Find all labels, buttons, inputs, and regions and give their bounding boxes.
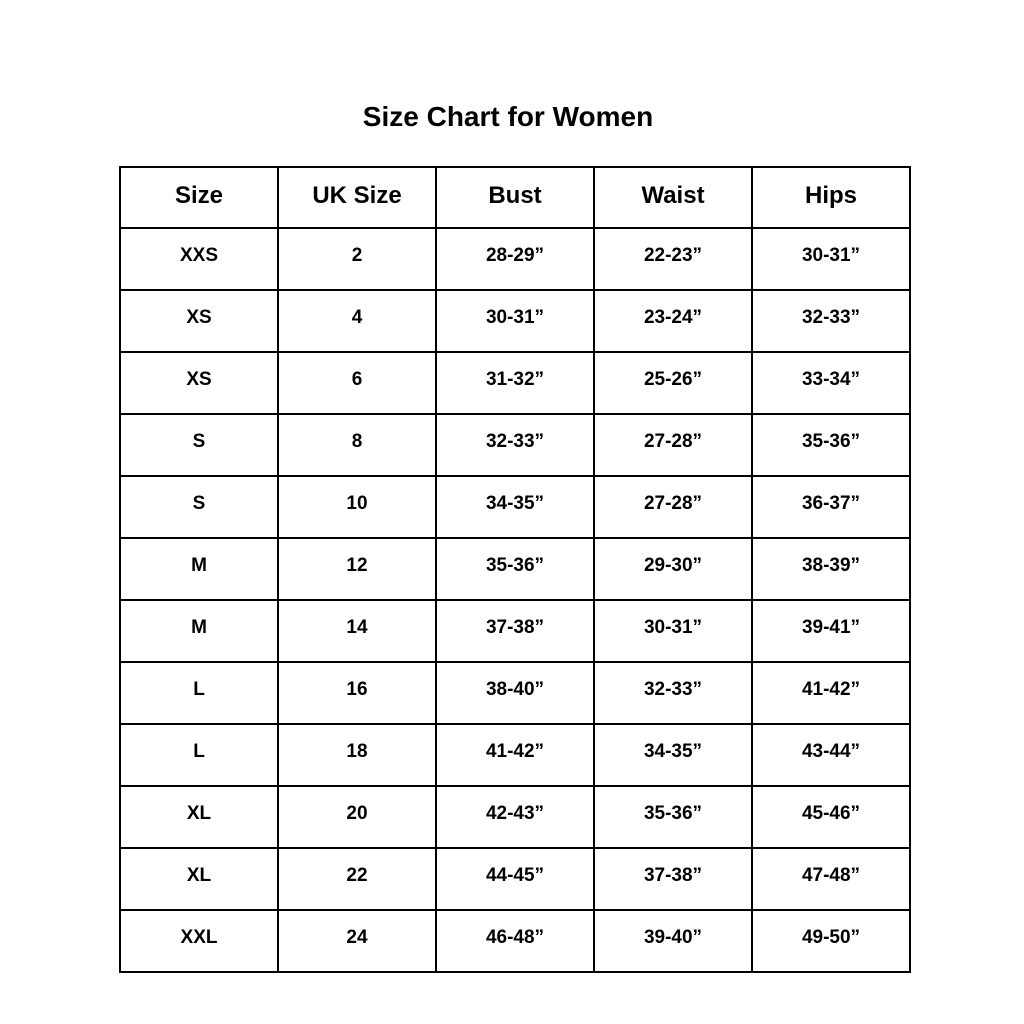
cell-hips: 32-33” xyxy=(751,289,911,353)
cell-uk-size: 24 xyxy=(277,909,437,973)
table-row: XL 20 42-43” 35-36” 45-46” xyxy=(119,785,911,849)
cell-size: M xyxy=(119,599,279,663)
cell-hips: 45-46” xyxy=(751,785,911,849)
cell-size: S xyxy=(119,475,279,539)
cell-hips: 39-41” xyxy=(751,599,911,663)
cell-uk-size: 12 xyxy=(277,537,437,601)
cell-bust: 28-29” xyxy=(435,227,595,291)
cell-waist: 39-40” xyxy=(593,909,753,973)
table-row: L 18 41-42” 34-35” 43-44” xyxy=(119,723,911,787)
cell-hips: 33-34” xyxy=(751,351,911,415)
cell-waist: 27-28” xyxy=(593,475,753,539)
cell-size: XS xyxy=(119,351,279,415)
column-header-bust: Bust xyxy=(435,166,595,229)
cell-waist: 29-30” xyxy=(593,537,753,601)
cell-size: L xyxy=(119,661,279,725)
cell-bust: 41-42” xyxy=(435,723,595,787)
cell-uk-size: 6 xyxy=(277,351,437,415)
cell-bust: 32-33” xyxy=(435,413,595,477)
cell-hips: 35-36” xyxy=(751,413,911,477)
cell-hips: 49-50” xyxy=(751,909,911,973)
cell-bust: 30-31” xyxy=(435,289,595,353)
cell-hips: 38-39” xyxy=(751,537,911,601)
cell-uk-size: 2 xyxy=(277,227,437,291)
cell-bust: 38-40” xyxy=(435,661,595,725)
table-row: XXL 24 46-48” 39-40” 49-50” xyxy=(119,909,911,973)
cell-waist: 27-28” xyxy=(593,413,753,477)
table-row: L 16 38-40” 32-33” 41-42” xyxy=(119,661,911,725)
size-chart-table: Size UK Size Bust Waist Hips XXS 2 28-29” 22-23… xyxy=(119,166,911,973)
cell-uk-size: 16 xyxy=(277,661,437,725)
cell-hips: 30-31” xyxy=(751,227,911,291)
page-title: Size Chart for Women xyxy=(362,101,654,132)
cell-hips: 41-42” xyxy=(751,661,911,725)
cell-waist: 23-24” xyxy=(593,289,753,353)
cell-uk-size: 22 xyxy=(277,847,437,911)
column-header-uk-size: UK Size xyxy=(277,166,437,229)
cell-uk-size: 18 xyxy=(277,723,437,787)
cell-bust: 42-43” xyxy=(435,785,595,849)
cell-size: L xyxy=(119,723,279,787)
cell-bust: 34-35” xyxy=(435,475,595,539)
column-header-waist: Waist xyxy=(593,166,753,229)
table-row: XS 6 31-32” 25-26” 33-34” xyxy=(119,351,911,415)
cell-size: XL xyxy=(119,847,279,911)
cell-bust: 35-36” xyxy=(435,537,595,601)
column-header-size: Size xyxy=(119,166,279,229)
cell-bust: 37-38” xyxy=(435,599,595,663)
table-row: S 10 34-35” 27-28” 36-37” xyxy=(119,475,911,539)
cell-bust: 31-32” xyxy=(435,351,595,415)
column-header-hips: Hips xyxy=(751,166,911,229)
cell-hips: 36-37” xyxy=(751,475,911,539)
table-body: XXS 2 28-29” 22-23” 30-31” XS 4 30-31” 23-24” 32-… xyxy=(119,227,911,973)
cell-waist: 22-23” xyxy=(593,227,753,291)
cell-uk-size: 14 xyxy=(277,599,437,663)
table-row: S 8 32-33” 27-28” 35-36” xyxy=(119,413,911,477)
cell-waist: 32-33” xyxy=(593,661,753,725)
cell-size: XS xyxy=(119,289,279,353)
cell-bust: 46-48” xyxy=(435,909,595,973)
cell-waist: 35-36” xyxy=(593,785,753,849)
table-row: XL 22 44-45” 37-38” 47-48” xyxy=(119,847,911,911)
table-row: M 12 35-36” 29-30” 38-39” xyxy=(119,537,911,601)
cell-waist: 34-35” xyxy=(593,723,753,787)
cell-uk-size: 4 xyxy=(277,289,437,353)
cell-waist: 37-38” xyxy=(593,847,753,911)
cell-uk-size: 10 xyxy=(277,475,437,539)
table-row: XS 4 30-31” 23-24” 32-33” xyxy=(119,289,911,353)
cell-size: S xyxy=(119,413,279,477)
cell-size: XXL xyxy=(119,909,279,973)
cell-hips: 47-48” xyxy=(751,847,911,911)
cell-waist: 25-26” xyxy=(593,351,753,415)
table-row: M 14 37-38” 30-31” 39-41” xyxy=(119,599,911,663)
cell-uk-size: 8 xyxy=(277,413,437,477)
cell-waist: 30-31” xyxy=(593,599,753,663)
cell-size: XL xyxy=(119,785,279,849)
cell-bust: 44-45” xyxy=(435,847,595,911)
table-header-row: Size UK Size Bust Waist Hips xyxy=(119,166,911,229)
cell-uk-size: 20 xyxy=(277,785,437,849)
cell-hips: 43-44” xyxy=(751,723,911,787)
table-row: XXS 2 28-29” 22-23” 30-31” xyxy=(119,227,911,291)
cell-size: XXS xyxy=(119,227,279,291)
cell-size: M xyxy=(119,537,279,601)
